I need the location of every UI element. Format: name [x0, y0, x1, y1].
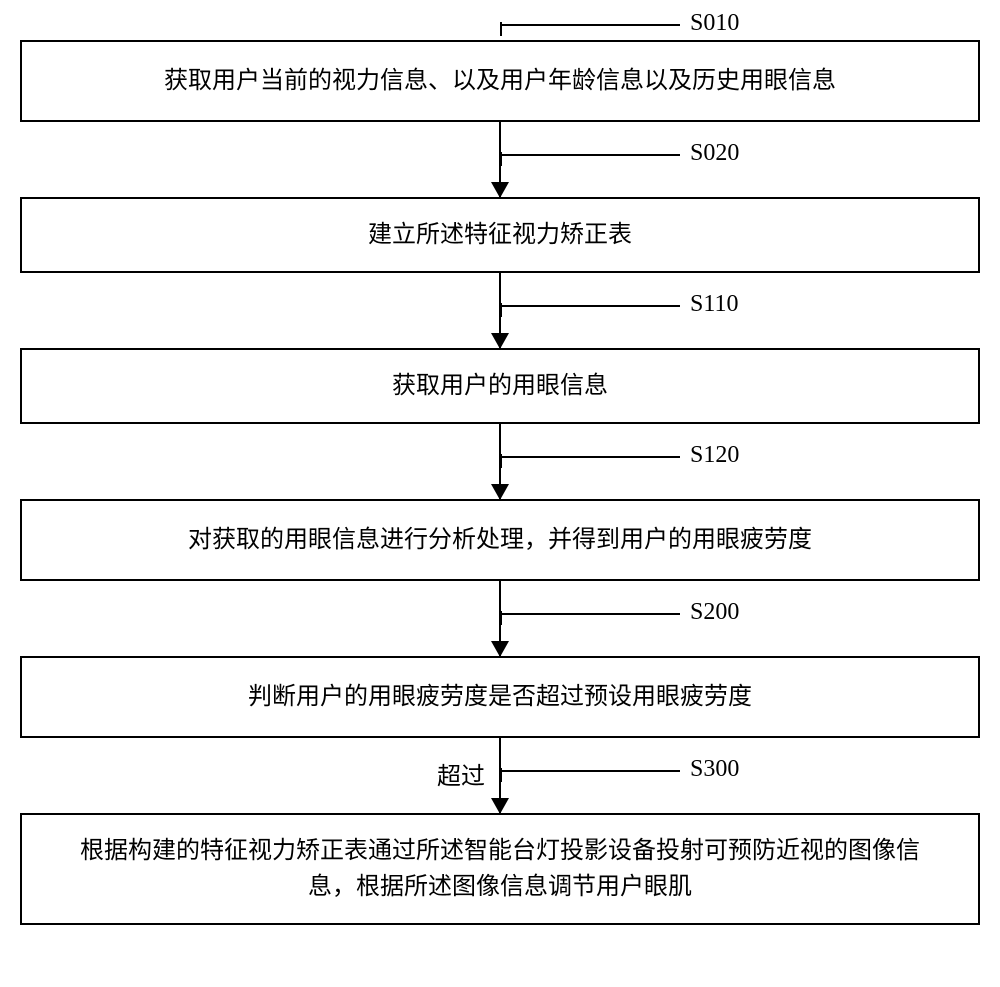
label-lead-line — [500, 770, 680, 772]
edge-label-exceed: 超过 — [437, 756, 485, 791]
step-label-s020: S020 — [690, 140, 739, 167]
label-lead-line — [500, 154, 680, 156]
step-label-s200: S200 — [690, 599, 739, 626]
label-lead-wrap-s010: S010 — [20, 10, 980, 40]
connector-s120-s200: S200 — [20, 581, 980, 656]
step-box-s010: 获取用户当前的视力信息、以及用户年龄信息以及历史用眼信息 — [20, 40, 980, 122]
connector-s200-s300: 超过 S300 — [20, 738, 980, 813]
connector-s010-s020: S020 — [20, 122, 980, 197]
flowchart-container: S010 获取用户当前的视力信息、以及用户年龄信息以及历史用眼信息 S020 建… — [0, 0, 1000, 945]
label-lead-line — [500, 305, 680, 307]
step-box-s110: 获取用户的用眼信息 — [20, 348, 980, 424]
step-text-s020: 建立所述特征视力矫正表 — [368, 217, 632, 253]
step-text-s300: 根据构建的特征视力矫正表通过所述智能台灯投影设备投射可预防近视的图像信息，根据所… — [62, 833, 938, 905]
arrow-down-icon — [491, 182, 509, 198]
step-text-s120: 对获取的用眼信息进行分析处理，并得到用户的用眼疲劳度 — [188, 522, 812, 558]
step-box-s120: 对获取的用眼信息进行分析处理，并得到用户的用眼疲劳度 — [20, 499, 980, 581]
connector-s110-s120: S120 — [20, 424, 980, 499]
step-text-s200: 判断用户的用眼疲劳度是否超过预设用眼疲劳度 — [248, 679, 752, 715]
step-box-s020: 建立所述特征视力矫正表 — [20, 197, 980, 273]
arrow-down-icon — [491, 484, 509, 500]
step-label-s010: S010 — [690, 10, 739, 37]
step-text-s010: 获取用户当前的视力信息、以及用户年龄信息以及历史用眼信息 — [164, 63, 836, 99]
step-text-s110: 获取用户的用眼信息 — [392, 368, 608, 404]
step-label-s120: S120 — [690, 442, 739, 469]
connector-s020-s110: S110 — [20, 273, 980, 348]
arrow-down-icon — [491, 798, 509, 814]
step-label-s300: S300 — [690, 756, 739, 783]
label-lead-line — [500, 613, 680, 615]
step-box-s200: 判断用户的用眼疲劳度是否超过预设用眼疲劳度 — [20, 656, 980, 738]
arrow-down-icon — [491, 333, 509, 349]
step-box-s300: 根据构建的特征视力矫正表通过所述智能台灯投影设备投射可预防近视的图像信息，根据所… — [20, 813, 980, 925]
step-label-s110: S110 — [690, 291, 738, 318]
label-lead-line — [500, 456, 680, 458]
arrow-down-icon — [491, 641, 509, 657]
label-lead-line — [500, 24, 680, 26]
